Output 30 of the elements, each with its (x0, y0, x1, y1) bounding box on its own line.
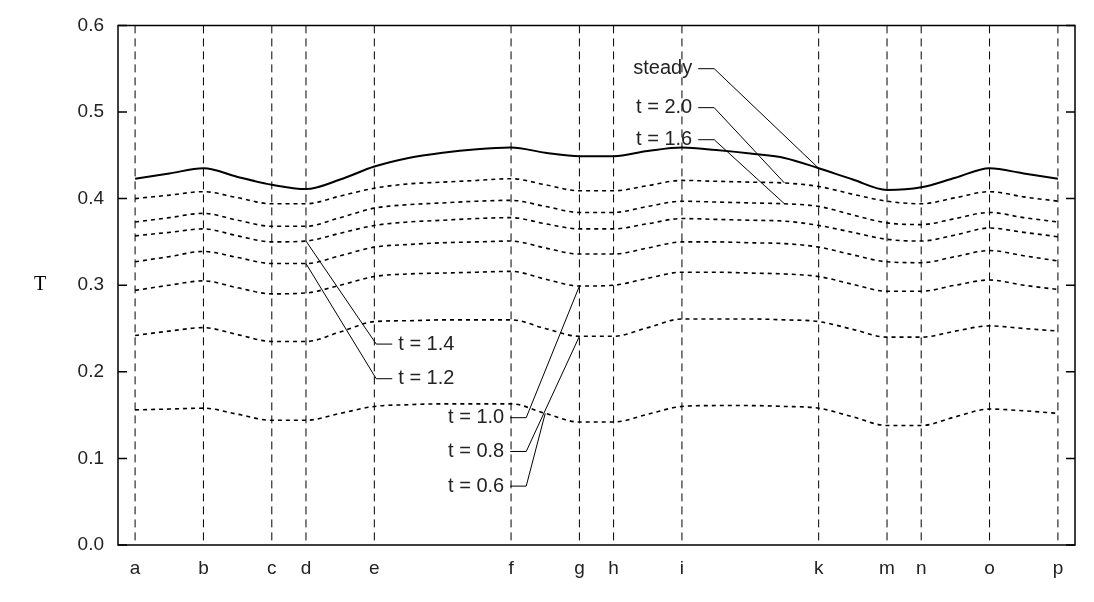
y-tick-label: 0.6 (77, 13, 104, 35)
x-tick-label: n (915, 556, 927, 578)
text: t = 1.4 (398, 331, 455, 354)
x-tick-label: b (198, 556, 209, 578)
text: t = 2.0 (636, 95, 693, 118)
x-tick-label: m (879, 556, 895, 578)
x-tick-label: c (267, 556, 277, 578)
text: t = 1.0 (448, 405, 505, 428)
y-tick-label: 0.1 (77, 446, 104, 468)
y-tick-label: 0.0 (77, 533, 104, 555)
x-tick-label: h (608, 556, 619, 578)
x-tick-label: k (813, 556, 824, 578)
x-tick-label: i (679, 556, 685, 578)
x-tick-label: e (369, 556, 380, 578)
x-tick-label: g (574, 556, 585, 578)
y-tick-label: 0.5 (77, 100, 104, 122)
text: steady (633, 56, 693, 79)
y-tick-label: 0.3 (77, 273, 104, 295)
text: t = 0.8 (448, 438, 505, 461)
text: t = 1.6 (636, 127, 693, 150)
x-tick-label: a (129, 556, 141, 578)
x-tick-label: p (1052, 556, 1064, 578)
x-tick-label: d (300, 556, 312, 578)
x-tick-label: o (984, 556, 995, 578)
text: t = 1.2 (398, 366, 455, 389)
text: t = 0.6 (448, 473, 505, 496)
y-tick-label: 0.4 (77, 186, 105, 208)
y-tick-label: 0.2 (77, 360, 104, 382)
y-axis-title: T (33, 272, 47, 295)
x-tick-label: f (508, 556, 515, 578)
